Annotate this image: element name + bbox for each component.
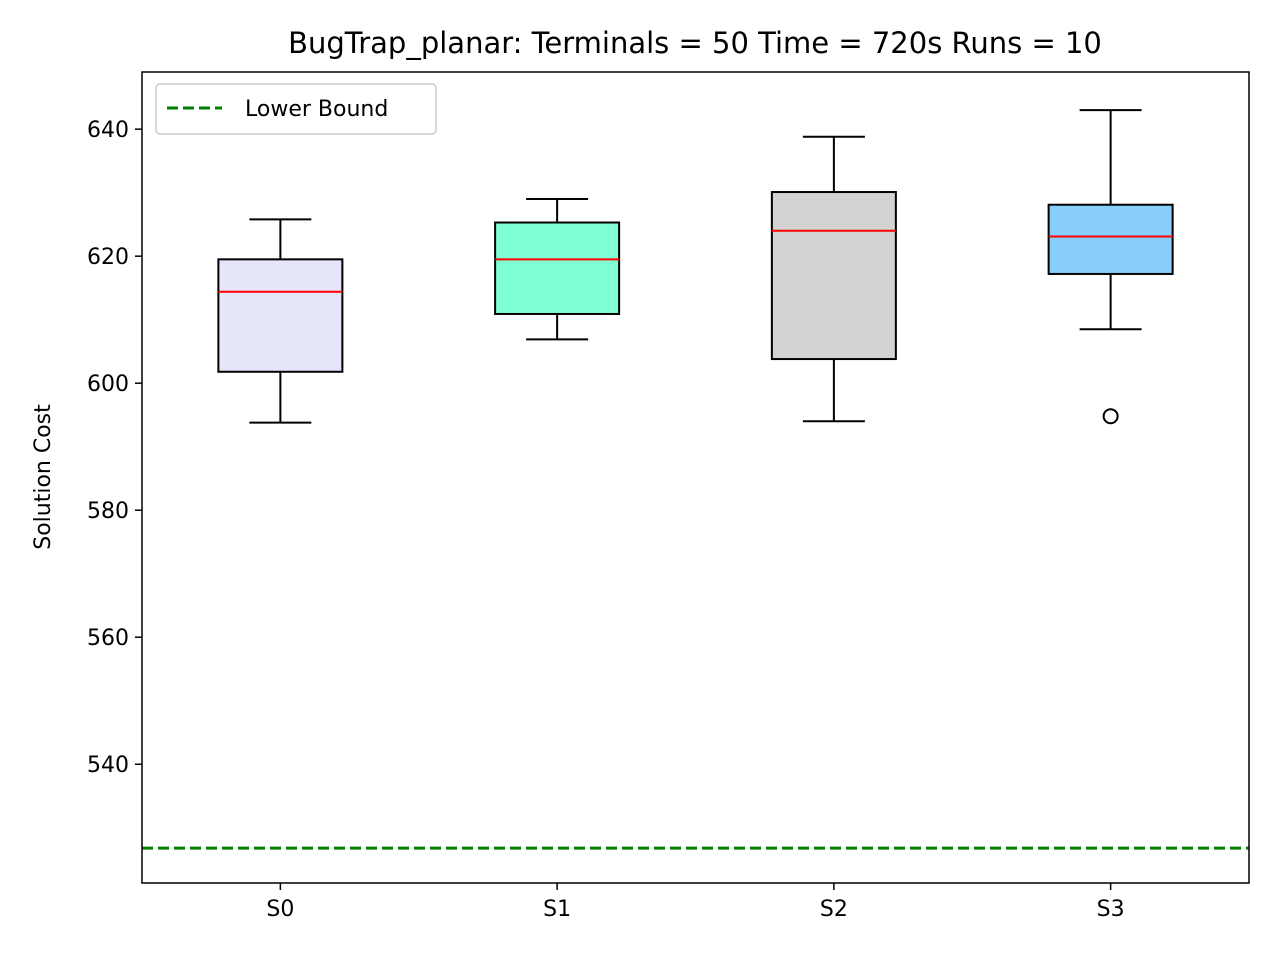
y-tick-label-600: 600: [87, 372, 129, 397]
y-axis-label: Solution Cost: [31, 404, 56, 550]
plot-frame: [141, 71, 1250, 884]
legend-label-lower-bound: Lower Bound: [245, 97, 388, 122]
y-tick-label-640: 640: [87, 118, 129, 143]
legend: Lower Bound: [155, 83, 437, 135]
box-s2-iqr: [770, 191, 897, 361]
box-s1-iqr: [494, 221, 621, 315]
plot-area: S0 S1 S2 S3 540 560 580 600 620 640: [87, 71, 1250, 922]
chart-title: BugTrap_planar: Terminals = 50 Time = 72…: [288, 26, 1102, 60]
y-tick-label-580: 580: [87, 499, 129, 524]
box-s3-iqr: [1047, 203, 1174, 275]
y-tick-label-620: 620: [87, 245, 129, 270]
x-tick-label-s2: S2: [820, 897, 848, 922]
box-s3-flier-0: [1102, 408, 1119, 425]
x-tick-label-s3: S3: [1097, 897, 1125, 922]
y-tick-label-560: 560: [87, 626, 129, 651]
box-s0-iqr: [217, 258, 344, 373]
y-tick-label-540: 540: [87, 753, 129, 778]
legend-frame: [155, 83, 437, 135]
x-tick-label-s1: S1: [543, 897, 571, 922]
x-tick-label-s0: S0: [266, 897, 294, 922]
